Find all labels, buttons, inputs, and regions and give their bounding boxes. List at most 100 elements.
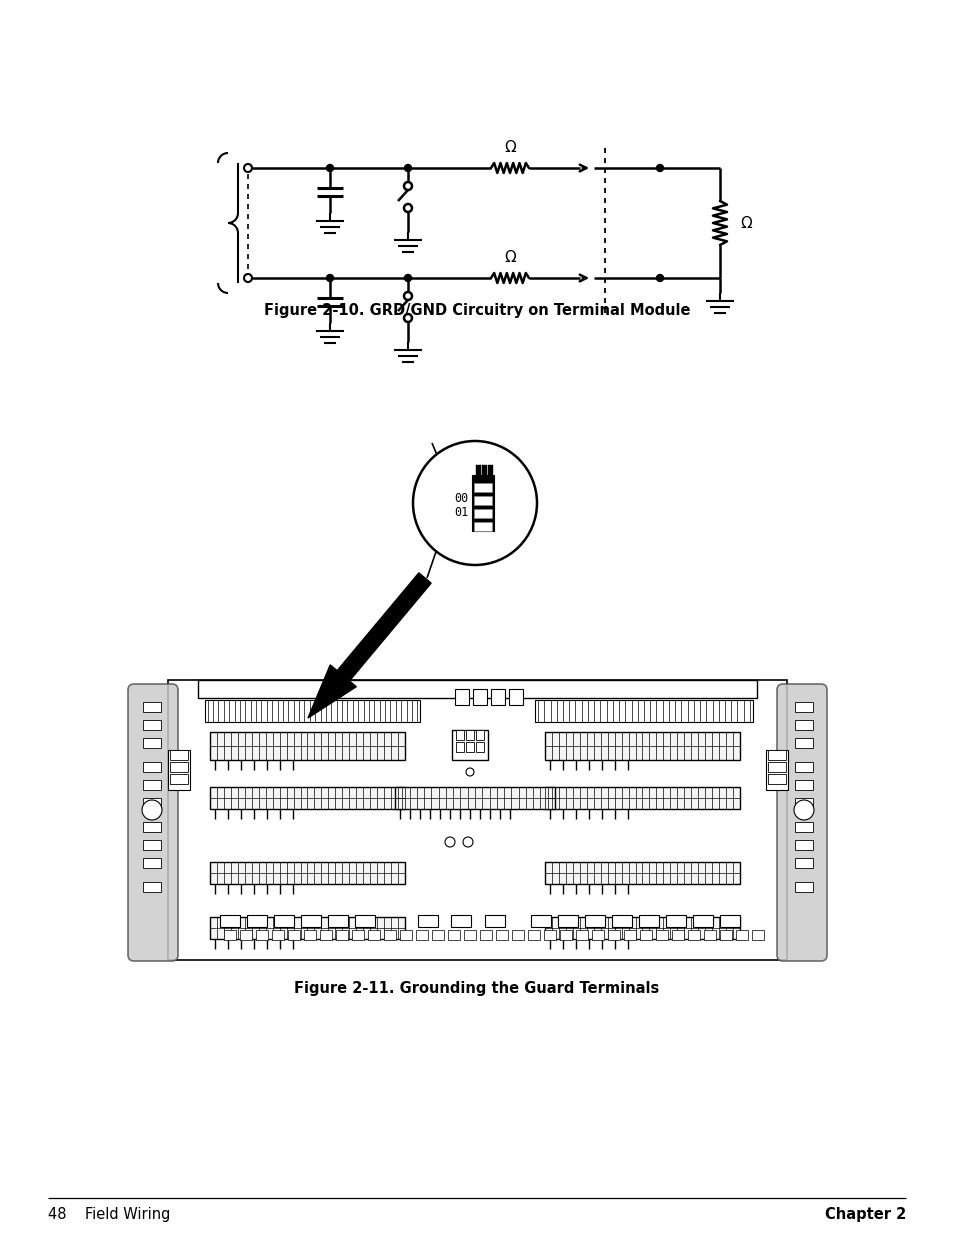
Circle shape: [244, 274, 252, 282]
Text: Ω: Ω: [740, 215, 751, 231]
Bar: [224, 930, 235, 940]
Text: Figure 2-11. Grounding the Guard Terminals: Figure 2-11. Grounding the Guard Termina…: [294, 981, 659, 995]
Bar: [474, 509, 492, 517]
Bar: [456, 730, 463, 740]
Circle shape: [326, 164, 334, 172]
Bar: [720, 930, 731, 940]
Bar: [170, 750, 188, 760]
Bar: [656, 930, 667, 940]
FancyBboxPatch shape: [128, 684, 178, 961]
Bar: [767, 762, 785, 772]
Circle shape: [142, 800, 162, 820]
Bar: [465, 730, 474, 740]
Bar: [384, 930, 395, 940]
Bar: [794, 762, 812, 772]
Bar: [794, 882, 812, 892]
Bar: [455, 689, 469, 705]
Bar: [687, 930, 700, 940]
Bar: [416, 930, 428, 940]
Bar: [751, 930, 763, 940]
Bar: [355, 915, 375, 927]
Circle shape: [793, 800, 813, 820]
Polygon shape: [308, 573, 431, 718]
Bar: [143, 823, 161, 832]
Circle shape: [413, 441, 537, 564]
Bar: [559, 930, 572, 940]
Bar: [765, 750, 787, 790]
Bar: [794, 798, 812, 808]
Bar: [592, 930, 603, 940]
FancyBboxPatch shape: [776, 684, 826, 961]
Bar: [451, 915, 471, 927]
Bar: [476, 730, 483, 740]
Bar: [143, 882, 161, 892]
Circle shape: [403, 204, 412, 212]
Bar: [319, 930, 332, 940]
Bar: [474, 522, 492, 531]
Bar: [767, 750, 785, 760]
Bar: [170, 774, 188, 784]
Bar: [484, 915, 504, 927]
Bar: [143, 798, 161, 808]
Bar: [767, 774, 785, 784]
Circle shape: [326, 274, 334, 282]
Text: Ω: Ω: [503, 251, 516, 266]
Bar: [210, 862, 405, 884]
Bar: [491, 689, 504, 705]
Bar: [735, 930, 747, 940]
Bar: [143, 701, 161, 713]
Bar: [623, 930, 636, 940]
Bar: [168, 750, 190, 790]
Bar: [288, 930, 299, 940]
Text: 01: 01: [455, 506, 469, 520]
Bar: [794, 739, 812, 748]
Bar: [198, 680, 757, 698]
Bar: [417, 915, 437, 927]
Bar: [395, 787, 555, 809]
Bar: [794, 858, 812, 868]
Circle shape: [244, 164, 252, 172]
Circle shape: [404, 164, 411, 172]
Bar: [210, 787, 405, 809]
Bar: [544, 787, 740, 809]
Circle shape: [656, 274, 662, 282]
Bar: [143, 762, 161, 772]
Bar: [143, 720, 161, 730]
Bar: [335, 930, 348, 940]
Bar: [328, 915, 348, 927]
Bar: [794, 720, 812, 730]
Bar: [639, 915, 659, 927]
Text: 48    Field Wiring: 48 Field Wiring: [48, 1208, 171, 1223]
Text: Figure 2-10. GRD/GND Circuitry on Terminal Module: Figure 2-10. GRD/GND Circuitry on Termin…: [263, 303, 690, 317]
Bar: [301, 915, 320, 927]
Bar: [639, 930, 651, 940]
Bar: [352, 930, 364, 940]
Bar: [399, 930, 412, 940]
Bar: [143, 781, 161, 790]
Bar: [432, 930, 443, 940]
Bar: [274, 915, 294, 927]
Text: Ω: Ω: [503, 141, 516, 156]
Bar: [473, 689, 486, 705]
Circle shape: [404, 274, 411, 282]
Circle shape: [444, 837, 455, 847]
Bar: [496, 930, 507, 940]
Bar: [794, 823, 812, 832]
Bar: [472, 475, 494, 531]
Bar: [143, 739, 161, 748]
Bar: [476, 742, 483, 752]
Bar: [544, 732, 740, 760]
Bar: [304, 930, 315, 940]
Bar: [456, 742, 463, 752]
Bar: [481, 466, 486, 479]
Bar: [143, 858, 161, 868]
Bar: [544, 918, 740, 939]
Bar: [240, 930, 252, 940]
Bar: [535, 700, 752, 722]
Bar: [543, 930, 556, 940]
Bar: [703, 930, 716, 940]
Bar: [794, 701, 812, 713]
Bar: [794, 840, 812, 850]
Text: Chapter 2: Chapter 2: [824, 1208, 905, 1223]
Bar: [794, 781, 812, 790]
